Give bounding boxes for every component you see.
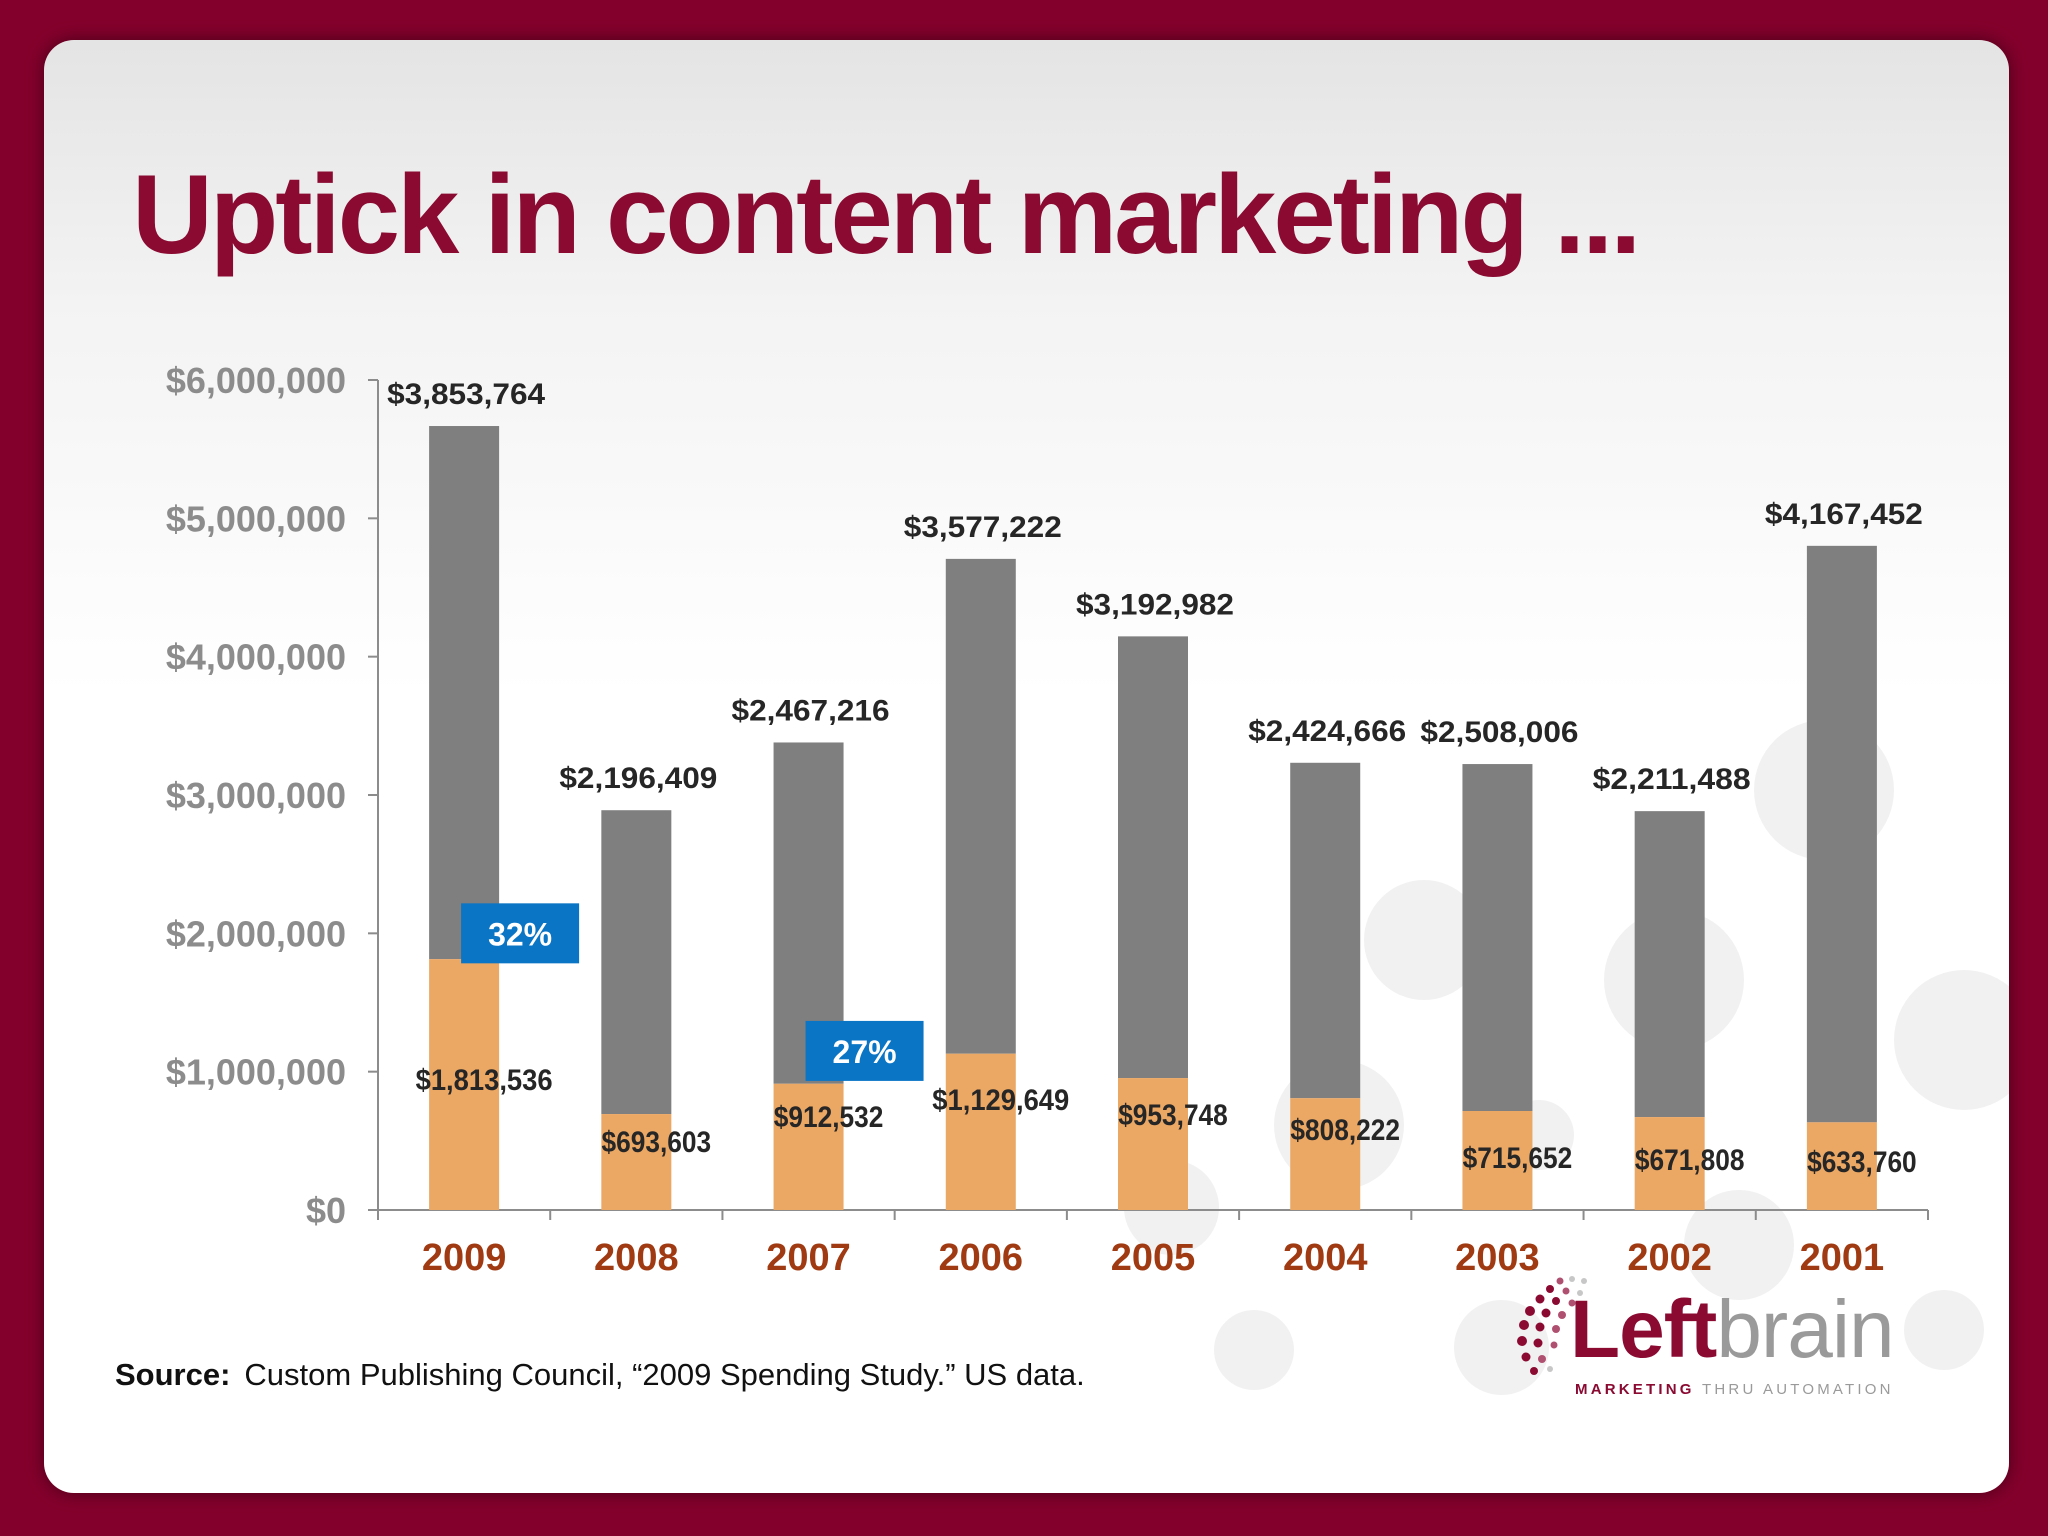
decor-circle [1894,970,2009,1110]
y-tick-label: $5,000,000 [166,498,346,539]
data-label-top: $3,192,982 [1076,588,1234,621]
logo-tagline: MARKETING THRU AUTOMATION [1575,1381,1894,1398]
category-label: 2008 [594,1237,679,1279]
y-tick-label: $2,000,000 [166,913,346,954]
bar-segment-total [1806,545,1877,1123]
bar-segment-content [429,959,500,1210]
data-label-top: $2,467,216 [732,694,890,727]
bar-segment-content [1806,1122,1877,1210]
category-label: 2006 [939,1237,1024,1279]
leftbrain-logo: Leftbrain MARKETING THRU AUTOMATION [1510,1265,1910,1445]
percent-callout-label: 27% [833,1034,897,1070]
y-tick-label: $3,000,000 [166,775,346,816]
bar-segment-total [601,810,672,1115]
data-label-bottom: $671,808 [1635,1144,1745,1177]
bar-segment-content [945,1053,1016,1210]
slide-panel [44,40,2009,1493]
category-label: 2007 [766,1237,851,1279]
data-label-bottom: $715,652 [1463,1142,1573,1175]
source-text: Custom Publishing Council, “2009 Spendin… [244,1357,1085,1392]
slide-title: Uptick in content marketing ... [132,152,1641,277]
bar-segment-content [601,1114,672,1210]
bar-segment-content [1118,1078,1188,1210]
bar-segment-total [429,426,500,960]
category-label: 2001 [1800,1237,1885,1279]
category-label: 2009 [422,1237,507,1279]
bar-segment-total [1634,811,1705,1118]
data-label-bottom: $1,129,649 [932,1084,1069,1117]
category-label: 2004 [1283,1237,1368,1279]
data-label-bottom: $693,603 [602,1126,712,1159]
bar-segment-content [1462,1111,1533,1210]
source-label: Source: [115,1357,231,1392]
percent-callout-label: 32% [488,916,552,952]
data-label-top: $2,211,488 [1593,763,1751,796]
data-label-bottom: $1,813,536 [416,1064,553,1097]
bar-segment-content [1634,1117,1705,1210]
decor-circle [1454,1300,1549,1395]
bar-segment-content [1290,1098,1361,1210]
data-label-top: $2,508,006 [1420,716,1578,749]
y-tick-label: $6,000,000 [166,360,346,401]
bar-segment-total [1462,764,1533,1112]
bar-segment-total [1290,762,1361,1099]
logo-dots-icon [1517,1276,1587,1375]
data-label-top: $4,167,452 [1765,498,1923,531]
y-tick-label: $1,000,000 [166,1052,346,1093]
percent-callout-box [461,903,580,964]
decor-circle [1904,1290,1984,1370]
data-label-top: $2,196,409 [559,762,717,795]
bar-segment-total [1118,636,1188,1079]
bar-segment-total [945,558,1016,1054]
bar-segment-content [773,1083,844,1210]
data-label-top: $3,853,764 [387,378,545,411]
data-label-top: $3,577,222 [904,511,1062,544]
data-label-bottom: $808,222 [1290,1114,1400,1147]
category-label: 2002 [1627,1237,1712,1279]
data-label-bottom: $953,748 [1118,1099,1228,1132]
data-label-bottom: $633,760 [1807,1146,1917,1179]
data-label-bottom: $912,532 [774,1101,884,1134]
source-note: Source: Custom Publishing Council, “2009 … [115,1357,1085,1393]
y-tick-label: $4,000,000 [166,637,346,678]
category-label: 2003 [1455,1237,1540,1279]
category-label: 2005 [1111,1237,1196,1279]
data-label-top: $2,424,666 [1248,715,1406,748]
percent-callout-box [805,1020,924,1081]
decor-circle [1214,1310,1294,1390]
y-tick-label: $0 [306,1190,346,1231]
logo-wordmark: Leftbrain [1570,1284,1895,1375]
